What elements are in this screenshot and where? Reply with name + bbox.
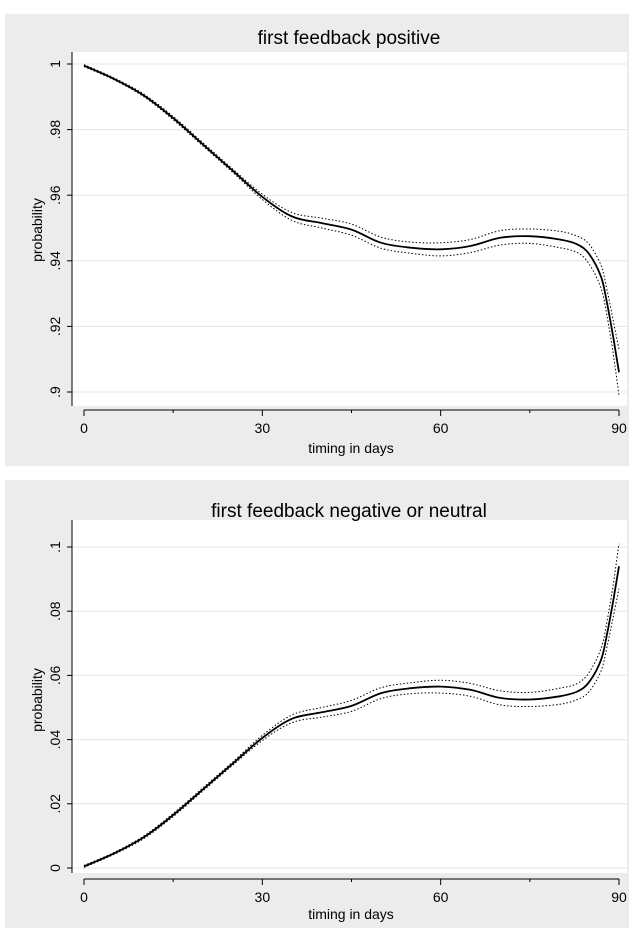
y-tick-label: .98 (47, 120, 63, 140)
chart-panel-2: 0 .02 .04 .06 .08 .1 0 30 60 90 first feedback neg… (5, 480, 629, 928)
confidence-band-line (83, 588, 620, 868)
x-tick-label: 60 (433, 420, 449, 436)
y-tick-label: .08 (47, 601, 63, 621)
y-tick-label: .96 (47, 185, 63, 205)
plot-area (72, 520, 627, 873)
y-tick-label: .94 (47, 251, 63, 271)
y-tick-label: .04 (47, 730, 63, 750)
x-tick-label: 30 (255, 420, 271, 436)
x-tick-label: 0 (80, 420, 88, 436)
x-axis-label: timing in days (308, 906, 394, 922)
y-axis-label: probability (29, 198, 45, 262)
chart-title: first feedback negative or neutral (211, 501, 487, 522)
y-tick-label: 1 (47, 60, 63, 68)
y-tick-label: .02 (47, 794, 63, 814)
chart-title: first feedback positive (258, 28, 441, 49)
confidence-band-line (83, 543, 620, 866)
x-tick-label: 0 (80, 889, 88, 905)
y-axis-label: probability (29, 668, 45, 732)
estimate-line (83, 566, 620, 868)
y-tick-label: 0 (47, 864, 63, 872)
y-tick-label: .1 (47, 541, 63, 553)
y-tick-label: .06 (47, 665, 63, 685)
y-tick-label: .9 (47, 386, 63, 398)
x-tick-label: 90 (611, 420, 627, 436)
x-axis-label: timing in days (308, 440, 394, 456)
x-tick-label: 30 (255, 889, 271, 905)
x-tick-label: 90 (611, 889, 627, 905)
estimate-line (83, 64, 620, 373)
y-tick-label: .92 (47, 316, 63, 336)
x-tick-label: 60 (433, 889, 449, 905)
chart-panel-1: .9 .92 .94 .96 .98 1 0 30 60 90 first feedback pos… (5, 14, 629, 466)
